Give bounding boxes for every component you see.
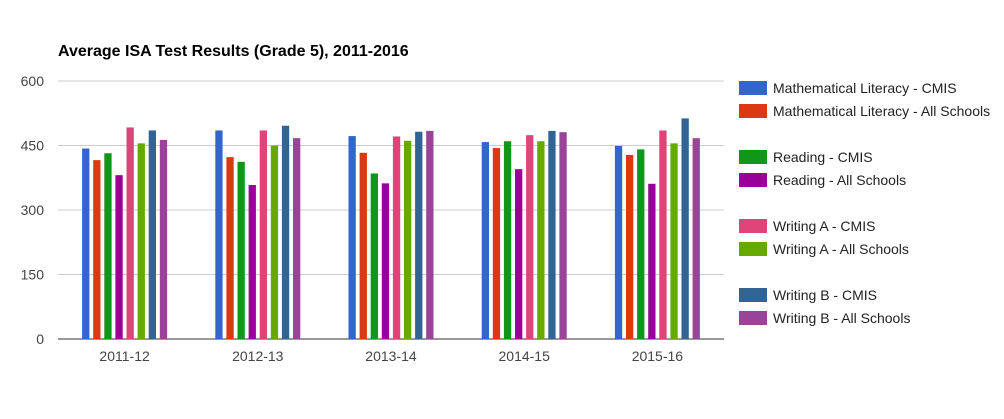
- x-tick-label: 2011-12: [99, 348, 150, 364]
- bar[interactable]: [503, 141, 512, 339]
- bar[interactable]: [626, 154, 634, 339]
- legend-item[interactable]: Mathematical Literacy - CMIS: [739, 80, 957, 96]
- bar[interactable]: [281, 125, 290, 339]
- bar[interactable]: [648, 183, 656, 339]
- bar[interactable]: [381, 183, 390, 339]
- bar[interactable]: [659, 130, 667, 339]
- bar[interactable]: [93, 160, 101, 339]
- bar[interactable]: [515, 169, 523, 339]
- bar[interactable]: [82, 148, 90, 339]
- legend-label: Writing B - CMIS: [773, 287, 877, 303]
- legend-item[interactable]: Mathematical Literacy - All Schools: [739, 103, 990, 119]
- legend-swatch: [739, 81, 767, 95]
- bar[interactable]: [559, 132, 567, 339]
- y-tick-label: 600: [21, 73, 45, 89]
- bar[interactable]: [248, 185, 256, 339]
- legend-item[interactable]: Reading - CMIS: [739, 149, 873, 165]
- bar[interactable]: [159, 139, 168, 339]
- x-tick-label: 2012-13: [232, 348, 284, 364]
- bar[interactable]: [137, 143, 145, 339]
- bar[interactable]: [148, 130, 156, 339]
- legend-item[interactable]: Writing B - CMIS: [739, 287, 877, 303]
- bar[interactable]: [226, 157, 234, 339]
- legend-item[interactable]: Writing A - All Schools: [739, 241, 909, 257]
- bar[interactable]: [293, 138, 301, 339]
- legend-label: Mathematical Literacy - All Schools: [773, 103, 990, 119]
- bar[interactable]: [614, 145, 623, 339]
- bar[interactable]: [526, 135, 534, 339]
- bar[interactable]: [537, 141, 545, 339]
- legend-swatch: [739, 173, 767, 187]
- gridlines: [58, 80, 724, 340]
- y-tick-label: 0: [36, 331, 44, 347]
- legend-swatch: [739, 311, 767, 325]
- bar[interactable]: [492, 148, 501, 339]
- legend-label: Reading - CMIS: [773, 149, 873, 165]
- x-tick-label: 2014-15: [499, 348, 551, 364]
- bar[interactable]: [681, 118, 689, 339]
- bar[interactable]: [115, 175, 123, 339]
- bar[interactable]: [370, 173, 378, 339]
- bar[interactable]: [548, 130, 556, 339]
- chart-title: Average ISA Test Results (Grade 5), 2011…: [58, 43, 409, 60]
- y-tick-label: 450: [21, 138, 45, 154]
- bar[interactable]: [215, 130, 223, 339]
- bar[interactable]: [670, 143, 678, 339]
- bar[interactable]: [415, 131, 423, 339]
- bar[interactable]: [426, 130, 434, 339]
- bar[interactable]: [404, 140, 412, 339]
- legend-item[interactable]: Writing A - CMIS: [739, 218, 875, 234]
- legend-label: Writing A - CMIS: [773, 218, 875, 234]
- bar[interactable]: [259, 130, 267, 339]
- bar[interactable]: [104, 153, 112, 339]
- bar[interactable]: [348, 136, 356, 339]
- bar[interactable]: [637, 149, 645, 339]
- legend-swatch: [739, 288, 767, 302]
- bar[interactable]: [392, 136, 401, 339]
- y-tick-label: 300: [21, 202, 45, 218]
- bar[interactable]: [481, 142, 489, 339]
- legend-swatch: [739, 219, 767, 233]
- bar[interactable]: [270, 145, 279, 340]
- bar[interactable]: [126, 127, 134, 339]
- legend-item[interactable]: Writing B - All Schools: [739, 310, 910, 326]
- legend-label: Writing A - All Schools: [773, 241, 909, 257]
- bar[interactable]: [692, 138, 700, 339]
- legend-swatch: [739, 104, 767, 118]
- bar[interactable]: [237, 161, 245, 339]
- legend[interactable]: Mathematical Literacy - CMIS Mathematical…: [739, 80, 990, 326]
- legend-swatch: [739, 242, 767, 256]
- y-tick-label: 150: [21, 267, 45, 283]
- legend-label: Reading - All Schools: [773, 172, 906, 188]
- legend-swatch: [739, 150, 767, 164]
- bar[interactable]: [359, 152, 367, 339]
- legend-label: Mathematical Literacy - CMIS: [773, 80, 957, 96]
- x-tick-label: 2013-14: [365, 348, 417, 364]
- y-axis-ticks: 0 150 300 450 600: [21, 73, 45, 347]
- x-tick-label: 2015-16: [632, 348, 684, 364]
- bars: [82, 118, 700, 339]
- x-axis-ticks: 2011-12 2012-13 2013-14 2014-15 2015-16: [99, 348, 683, 364]
- legend-label: Writing B - All Schools: [773, 310, 910, 326]
- legend-item[interactable]: Reading - All Schools: [739, 172, 906, 188]
